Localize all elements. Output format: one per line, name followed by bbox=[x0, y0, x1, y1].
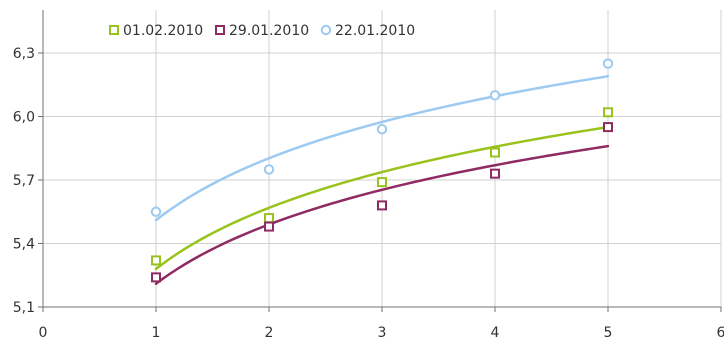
data-point-series-2 bbox=[151, 272, 161, 283]
y-tick-label: 5,7 bbox=[13, 173, 35, 189]
trendline-layer bbox=[154, 75, 610, 285]
x-tick-label: 6 bbox=[717, 325, 724, 341]
y-tick-label: 5,1 bbox=[13, 300, 35, 316]
data-point-series-3 bbox=[376, 124, 388, 135]
data-point-series-3 bbox=[489, 90, 501, 101]
legend-label-series-3: 22.01.2010 bbox=[335, 23, 415, 39]
x-tick-label: 4 bbox=[491, 325, 500, 341]
legend: 01.02.2010 29.01.2010 22.01.2010 bbox=[109, 23, 415, 39]
data-point-series-2 bbox=[490, 168, 500, 179]
x-tick-label: 3 bbox=[378, 325, 387, 341]
legend-marker-series-2 bbox=[215, 25, 225, 35]
data-point-series-2 bbox=[603, 122, 613, 133]
x-tick-label: 0 bbox=[39, 325, 48, 341]
data-point-series-2 bbox=[377, 200, 387, 211]
points-layer bbox=[150, 58, 614, 283]
y-tick-label: 5,4 bbox=[13, 237, 35, 253]
legend-label-series-1: 01.02.2010 bbox=[123, 23, 203, 39]
legend-marker-series-1 bbox=[109, 25, 119, 35]
x-tick-label: 5 bbox=[604, 325, 613, 341]
data-point-series-1 bbox=[377, 177, 387, 188]
y-tick-label: 6,3 bbox=[13, 46, 35, 62]
axis-layer: 0 1 2 3 4 5 6 5,1 5,4 5,7 6,0 6,3 bbox=[13, 10, 724, 341]
grid-layer bbox=[43, 10, 722, 307]
data-point-series-3 bbox=[602, 58, 614, 69]
data-point-series-2 bbox=[264, 221, 274, 232]
trendline-series-1 bbox=[154, 125, 610, 271]
x-tick-label: 1 bbox=[152, 325, 161, 341]
data-point-series-1 bbox=[151, 255, 161, 266]
y-tick-label: 6,0 bbox=[13, 110, 35, 126]
data-point-series-1 bbox=[264, 213, 274, 224]
legend-marker-series-3 bbox=[320, 24, 332, 36]
trendline-series-3 bbox=[154, 75, 610, 222]
data-point-series-1 bbox=[490, 147, 500, 158]
data-point-series-3 bbox=[263, 164, 275, 175]
trendline-series-2 bbox=[154, 144, 610, 285]
legend-label-series-2: 29.01.2010 bbox=[229, 23, 309, 39]
x-tick-label: 2 bbox=[265, 325, 274, 341]
data-point-series-1 bbox=[603, 107, 613, 118]
data-point-series-3 bbox=[150, 206, 162, 217]
